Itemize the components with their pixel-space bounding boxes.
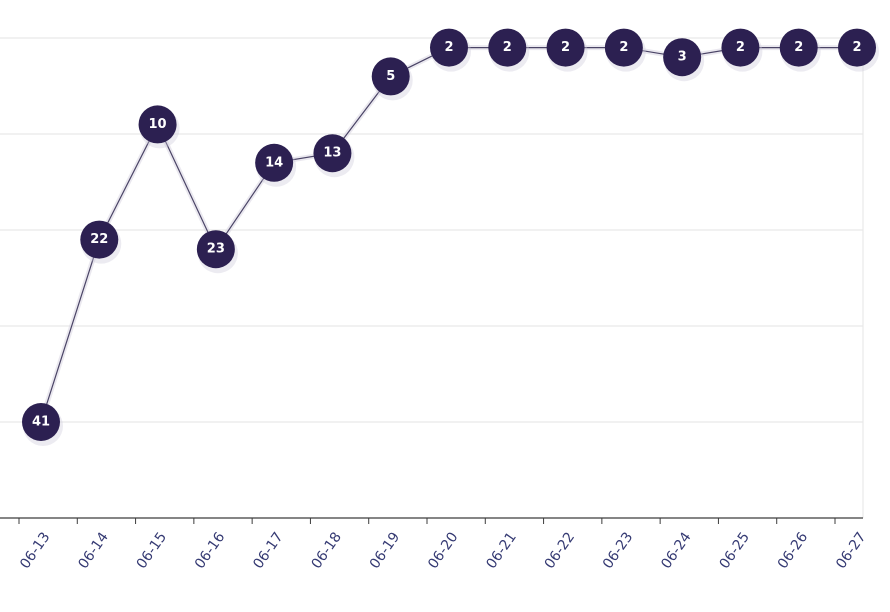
x-tick-label: 06-21 — [483, 529, 519, 572]
x-tick-label: 06-23 — [600, 529, 636, 572]
data-point — [838, 28, 876, 67]
data-point — [604, 28, 643, 67]
data-point — [80, 220, 119, 259]
x-tick-label: 06-24 — [658, 529, 694, 572]
data-point — [488, 28, 527, 67]
x-tick-label: 06-17 — [250, 529, 286, 572]
data-point-label: 10 — [149, 117, 167, 132]
data-point-label: 2 — [736, 40, 745, 55]
data-point-label: 41 — [32, 415, 50, 430]
data-point — [255, 143, 294, 182]
axis-layer: 06-13 06-14 06-15 06-16 06-17 06-18 06-19 06-20… — [0, 517, 870, 572]
data-point — [546, 28, 585, 67]
x-tick-label: 06-27 — [833, 529, 869, 572]
data-point — [196, 230, 235, 269]
series-layer — [38, 45, 857, 423]
data-point — [721, 28, 760, 67]
x-tick-label: 06-18 — [309, 529, 345, 572]
data-point-label: 2 — [619, 40, 628, 55]
data-point — [430, 28, 468, 67]
x-tick-label: 06-14 — [75, 529, 111, 572]
data-point-label: 2 — [444, 40, 453, 55]
x-tick-label: 06-15 — [134, 529, 170, 572]
data-point-label: 2 — [852, 40, 861, 55]
data-point — [779, 28, 818, 67]
data-point-label: 22 — [90, 232, 108, 247]
series-line — [40, 47, 857, 423]
data-point-label: 2 — [503, 40, 512, 55]
data-point — [313, 134, 352, 173]
series-shadow — [38, 45, 857, 423]
marker-layer — [22, 28, 879, 446]
data-point-label: 2 — [794, 40, 803, 55]
x-tick-label: 06-13 — [17, 529, 53, 572]
x-tick-label: 06-16 — [192, 529, 228, 572]
data-point-label: 2 — [561, 40, 570, 55]
data-point — [22, 403, 60, 441]
data-point-label: 5 — [386, 69, 395, 84]
grid-layer — [0, 37, 864, 518]
data-point — [371, 57, 410, 96]
data-point — [138, 105, 177, 144]
data-point-label: 3 — [678, 50, 687, 65]
data-point-label: 13 — [323, 146, 341, 161]
data-point-label: 14 — [265, 155, 283, 170]
data-point — [663, 38, 702, 77]
x-tick-label: 06-22 — [542, 529, 578, 572]
x-tick-label: 06-19 — [367, 529, 403, 572]
x-tick-label: 06-25 — [717, 529, 753, 572]
x-tick-label: 06-20 — [425, 529, 461, 572]
data-point-label: 23 — [207, 242, 225, 257]
x-tick-label: 06-26 — [775, 529, 811, 572]
